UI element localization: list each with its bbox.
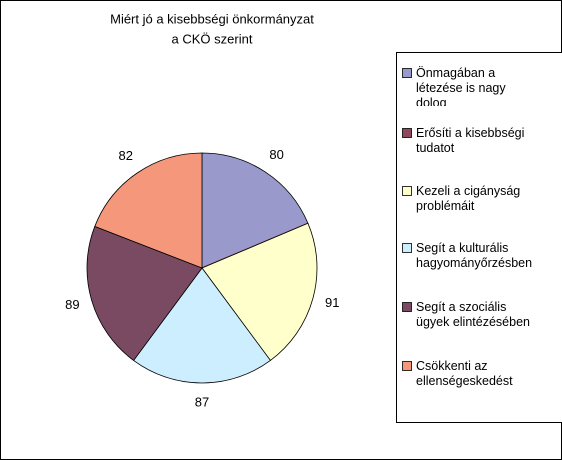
legend-swatch: [402, 361, 412, 371]
legend-label: Kezeli a cigányság problémáit: [416, 184, 521, 213]
legend-swatch: [402, 128, 412, 138]
pie-slice: [86, 225, 203, 361]
chart-title: a CKÖ szerint: [172, 31, 253, 46]
chart-title: Miért jó a kisebbségi önkormányzat: [110, 11, 314, 26]
data-label: 82: [118, 148, 132, 163]
pie-slice: [94, 152, 203, 269]
legend-label: Segít a szociális ügyek elintézésében: [416, 300, 530, 329]
legend-item: Kezeli a cigányság problémáit: [416, 184, 521, 213]
pie-slice: [133, 267, 271, 384]
legend-label: Csökkenti az ellenségeskedést: [416, 359, 513, 388]
legend-swatch: [402, 68, 412, 78]
legend-swatch: [402, 186, 412, 196]
legend-item: Önmagában a létezése is nagy dolog: [416, 66, 506, 106]
data-label: 91: [325, 295, 339, 310]
legend-item: Csökkenti az ellenségeskedést: [416, 359, 513, 388]
legend-item: Erősíti a kisebbségi tudatot: [416, 126, 525, 155]
legend-item: Segít a kulturális hagyományőrzésben: [416, 241, 533, 270]
pie-slice: [201, 222, 318, 361]
data-label: 87: [195, 394, 209, 409]
legend-label: Erősíti a kisebbségi tudatot: [416, 126, 525, 155]
legend-label: Segít a kulturális hagyományőrzésben: [416, 241, 533, 270]
legend-item: Segít a szociális ügyek elintézésében: [416, 300, 530, 329]
legend-swatch: [402, 243, 412, 253]
data-label: 89: [65, 297, 79, 312]
pie-slice: [201, 152, 309, 269]
data-label: 80: [269, 147, 283, 162]
legend-swatch: [402, 302, 412, 312]
legend-box: [396, 52, 562, 423]
legend-label: Önmagában a létezése is nagy dolog: [416, 66, 506, 106]
